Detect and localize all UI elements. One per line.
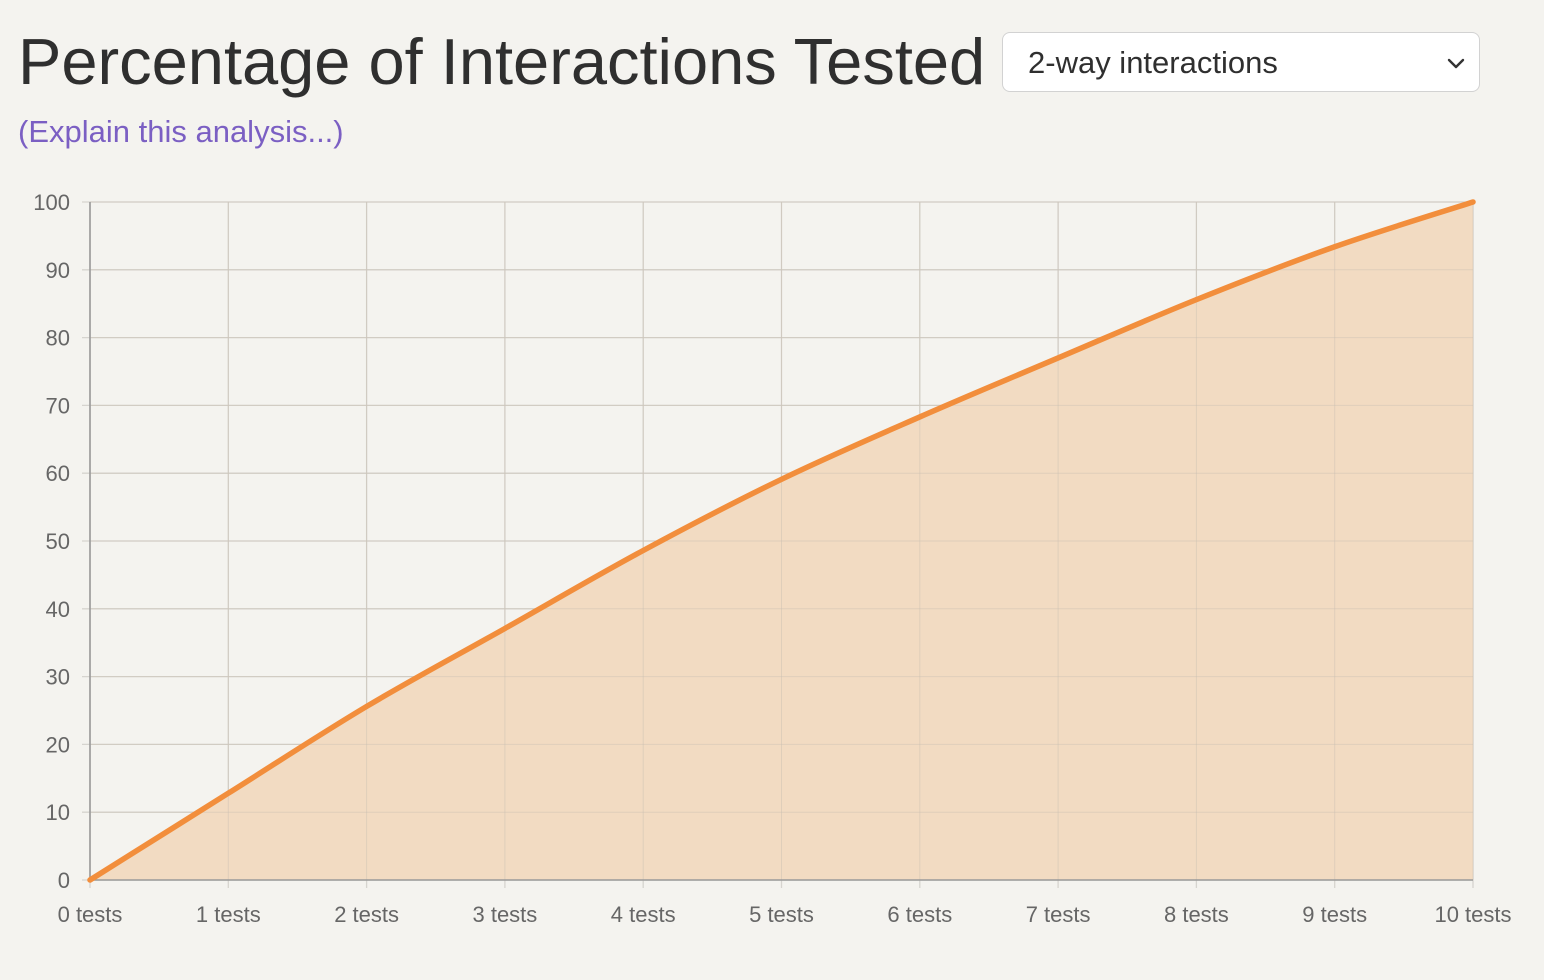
y-tick-label: 20 xyxy=(46,732,70,757)
y-tick-label: 40 xyxy=(46,597,70,622)
interaction-type-select-value: 2-way interactions xyxy=(1028,45,1278,80)
y-tick-label: 0 xyxy=(58,868,70,893)
data-point xyxy=(1332,244,1338,250)
y-tick-label: 80 xyxy=(46,326,70,351)
data-point xyxy=(1193,297,1199,303)
data-point xyxy=(640,547,646,553)
y-tick-label: 70 xyxy=(46,393,70,418)
data-point xyxy=(502,625,508,631)
y-tick-label: 60 xyxy=(46,461,70,486)
data-point xyxy=(1055,355,1061,361)
interaction-type-select[interactable]: 2-way interactions xyxy=(1002,32,1480,92)
y-tick-label: 50 xyxy=(46,529,70,554)
page-title: Percentage of Interactions Tested xyxy=(18,25,986,98)
chevron-down-icon xyxy=(1445,53,1467,73)
x-tick-label: 7 tests xyxy=(1026,902,1091,927)
page-header: Percentage of Interactions Tested 2-way … xyxy=(0,0,1544,160)
series-line xyxy=(87,199,1476,883)
data-point xyxy=(779,476,784,482)
data-point xyxy=(917,414,923,420)
x-tick-label: 2 tests xyxy=(334,902,399,927)
x-tick-label: 10 tests xyxy=(1434,902,1511,927)
series-area xyxy=(90,202,1473,880)
x-tick-label: 4 tests xyxy=(611,902,676,927)
x-tick-label: 5 tests xyxy=(749,902,814,927)
y-tick-label: 100 xyxy=(33,190,70,215)
y-tick-label: 10 xyxy=(46,800,70,825)
x-tick-label: 9 tests xyxy=(1302,902,1367,927)
x-tick-label: 0 tests xyxy=(58,902,123,927)
data-point xyxy=(1470,199,1476,205)
x-tick-label: 3 tests xyxy=(472,902,537,927)
data-point xyxy=(364,703,370,709)
x-tick-label: 8 tests xyxy=(1164,902,1229,927)
y-tick-label: 90 xyxy=(46,258,70,283)
x-tick-label: 1 tests xyxy=(196,902,261,927)
data-point xyxy=(225,790,231,796)
explain-analysis-link[interactable]: (Explain this analysis...) xyxy=(18,114,344,149)
y-tick-label: 30 xyxy=(46,665,70,690)
x-tick-label: 6 tests xyxy=(887,902,952,927)
data-point xyxy=(87,877,93,883)
